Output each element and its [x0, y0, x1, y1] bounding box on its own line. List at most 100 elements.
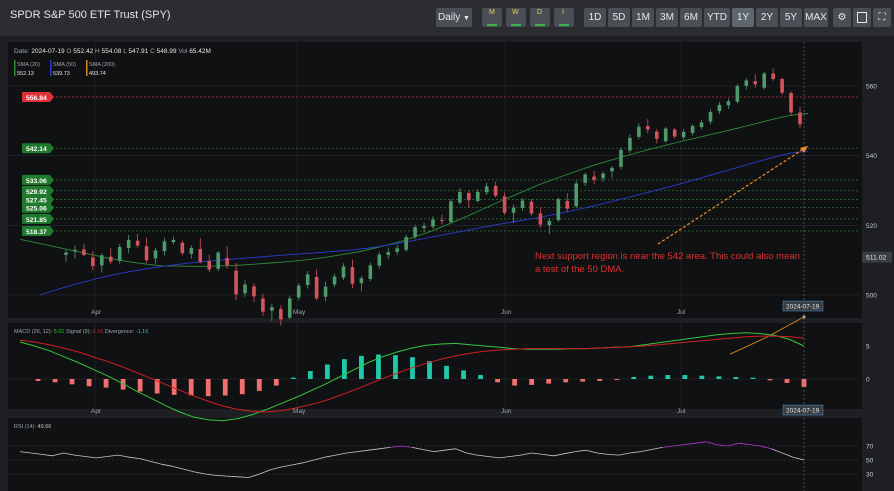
price-tag-label: 518.37	[26, 229, 47, 236]
candle-body	[91, 257, 95, 267]
range-1m-button[interactable]: 1M	[632, 8, 654, 27]
x-tick-label: May	[293, 309, 306, 316]
candle-body	[323, 286, 328, 297]
candle-body	[744, 80, 749, 86]
candle-body	[789, 92, 793, 113]
candle-body	[440, 220, 444, 222]
macd-histogram-bar	[750, 377, 756, 379]
macd-histogram-bar	[699, 375, 705, 379]
candle-body	[637, 126, 641, 137]
price-tag-box	[22, 185, 50, 196]
macd-histogram-bar	[222, 379, 228, 396]
rsi-line-segment	[651, 447, 663, 450]
price-tag-label: 542.14	[26, 146, 47, 153]
macd-histogram-bar	[307, 371, 313, 379]
rsi-line-segment	[270, 466, 282, 471]
candle-body	[422, 226, 426, 229]
candle-body	[753, 81, 758, 85]
range-5d-button[interactable]: 5D	[608, 8, 630, 27]
macd-histogram-bar	[52, 379, 58, 383]
rsi-line-segment	[107, 454, 119, 457]
range-3m-button[interactable]: 3M	[656, 8, 678, 27]
rsi-line-segment	[597, 452, 609, 455]
rsi-line-segment	[368, 448, 380, 451]
x-tick-label: May	[293, 408, 306, 415]
candle-body	[135, 240, 140, 246]
macd-histogram-bar	[393, 355, 398, 379]
macd-histogram-bar	[495, 379, 500, 383]
macd-histogram-bar	[239, 379, 245, 395]
candle-body	[484, 186, 489, 193]
macd-histogram-bar	[682, 375, 688, 379]
price-tag-label: 527.45	[26, 197, 47, 204]
macd-histogram-bar	[205, 379, 211, 397]
macd-histogram-bar	[188, 379, 194, 396]
range-label: 5Y	[784, 12, 798, 23]
x-tick-label: Apr	[91, 309, 102, 316]
rsi-line-segment	[74, 454, 86, 457]
candles-layer	[64, 68, 802, 326]
candle-body	[583, 174, 587, 183]
fullscreen-button[interactable]: ⛶	[873, 8, 891, 27]
candle-body	[467, 192, 471, 201]
rsi-line-segment	[564, 451, 576, 455]
support-levels-layer	[52, 96, 860, 232]
rsi-line-segment	[19, 451, 31, 454]
range-ytd-button[interactable]: YTD	[704, 8, 730, 27]
candle-body	[556, 199, 561, 221]
period-button-d[interactable]: D	[530, 8, 550, 27]
macd-histogram-bar	[784, 379, 790, 383]
rsi-line-segment	[139, 458, 151, 462]
range-2y-button[interactable]: 2Y	[756, 8, 778, 27]
rsi-layer	[8, 441, 860, 478]
candle-body	[171, 239, 176, 243]
range-1y-button[interactable]: 1Y	[732, 8, 754, 27]
candle-body	[726, 101, 731, 106]
candle-body	[449, 201, 453, 222]
range-5y-button[interactable]: 5Y	[780, 8, 802, 27]
rsi-line-segment	[346, 451, 358, 454]
rsi-line-segment	[499, 456, 511, 459]
rsi-line-segment	[640, 449, 652, 452]
price-tag-box	[22, 194, 50, 205]
last-price-tag-box	[862, 251, 892, 263]
y-tick-label: 500	[866, 293, 877, 300]
rsi-line-segment	[52, 452, 64, 457]
range-max-button[interactable]: MAX	[804, 8, 828, 27]
calculator-button[interactable]	[853, 8, 871, 27]
interval-dropdown[interactable]: Daily ▼	[436, 8, 472, 27]
macd-y-tick: 5	[866, 344, 870, 351]
sma50-legend-swatch	[50, 60, 52, 76]
rsi-line-segment	[161, 463, 173, 467]
candle-body	[404, 237, 408, 250]
ohlc-readout: Date: 2024-07-19 O 552.42 H 554.08 L 547…	[14, 48, 211, 55]
price-tag-label: 521.85	[26, 217, 47, 224]
macd-histogram-bar	[580, 379, 586, 382]
price-tag-pointer	[50, 185, 54, 196]
range-6m-button[interactable]: 6M	[680, 8, 702, 27]
candle-body	[601, 173, 605, 179]
candle-body	[216, 252, 220, 269]
macd-histogram-bar	[597, 379, 603, 381]
rsi-line-segment	[542, 454, 554, 457]
period-button-m[interactable]: M	[482, 8, 502, 27]
price-tag-pointer	[50, 226, 54, 237]
candle-body	[717, 104, 722, 112]
rsi-line-segment	[477, 454, 489, 457]
rsi-line-segment	[85, 456, 97, 459]
rsi-line-segment	[128, 456, 140, 459]
candle-body	[82, 249, 86, 255]
candle-body	[565, 200, 570, 209]
period-label-i: I	[562, 9, 564, 16]
candle-body	[395, 248, 399, 252]
period-button-i[interactable]: I	[554, 8, 574, 27]
range-1d-button[interactable]: 1D	[584, 8, 606, 27]
settings-button[interactable]: ⚙	[833, 8, 851, 27]
sma20-legend-swatch	[14, 60, 16, 76]
axis-gutter	[862, 42, 894, 491]
rsi-line-segment	[455, 448, 467, 454]
candle-body	[234, 270, 238, 295]
period-button-w[interactable]: W	[506, 8, 526, 27]
rsi-panel	[8, 418, 862, 491]
